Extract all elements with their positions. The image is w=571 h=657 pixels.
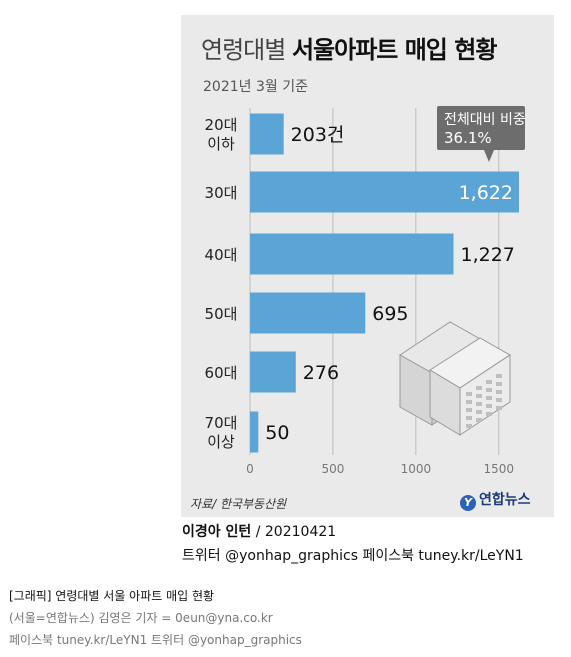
yonhap-logo: Y 연합뉴스 <box>460 489 531 511</box>
category-label: 20대 <box>205 116 238 134</box>
source-note: 자료/ 한국부동산원 <box>190 497 287 511</box>
bar <box>250 292 366 334</box>
value-label: 1,227 <box>460 244 514 266</box>
bar <box>250 351 296 393</box>
category-label: 60대 <box>205 364 238 382</box>
callout-line1: 전체대비 비중 <box>444 112 526 128</box>
callout-bubble <box>437 106 525 150</box>
chart-subtitle: 2021년 3월 기준 <box>203 79 308 95</box>
category-label: 이하 <box>207 135 235 153</box>
bar <box>250 113 284 155</box>
caption-byline: (서울=연합뉴스) 김영은 기자 = 0eun@yna.co.kr <box>9 611 273 625</box>
caption-title: [그래픽] 연령대별 서울 아파트 매입 현황 <box>9 589 215 603</box>
value-label: 50 <box>265 422 289 444</box>
bar <box>250 171 519 213</box>
value-label: 203건 <box>291 124 345 146</box>
chart-title: 연령대별 서울아파트 매입 현황 <box>201 30 497 65</box>
apartment-building-icon <box>399 321 511 436</box>
x-tick-label: 0 <box>246 462 254 476</box>
category-label: 이상 <box>207 433 235 451</box>
x-tick-label: 1500 <box>483 462 514 476</box>
x-tick-label: 1000 <box>401 462 432 476</box>
logo-text: 연합뉴스 <box>479 492 531 508</box>
callout-pointer <box>484 150 494 162</box>
value-label: 1,622 <box>459 182 513 204</box>
caption-sns: 페이스북 tuney.kr/LeYN1 트위터 @yonhap_graphics <box>9 633 302 647</box>
category-label: 70대 <box>205 414 238 432</box>
credit-line: 이경아 인턴 / 20210421 <box>182 521 336 541</box>
sns-line: 트위터 @yonhap_graphics 페이스북 tuney.kr/LeYN1 <box>182 548 524 564</box>
category-label: 30대 <box>205 184 238 202</box>
date: / 20210421 <box>255 524 337 540</box>
category-label: 40대 <box>205 246 238 264</box>
title-main: 서울아파트 매입 현황 <box>291 36 497 64</box>
category-label: 50대 <box>205 305 238 323</box>
author: 이경아 인턴 <box>182 524 252 540</box>
bar <box>250 411 259 453</box>
value-label: 695 <box>372 303 408 325</box>
x-tick-label: 500 <box>321 462 344 476</box>
value-label: 276 <box>303 362 339 384</box>
title-prefix: 연령대별 <box>201 36 286 64</box>
yonhap-logo-icon: Y <box>460 495 476 511</box>
bar <box>250 233 454 275</box>
callout-line2: 36.1% <box>444 129 492 147</box>
